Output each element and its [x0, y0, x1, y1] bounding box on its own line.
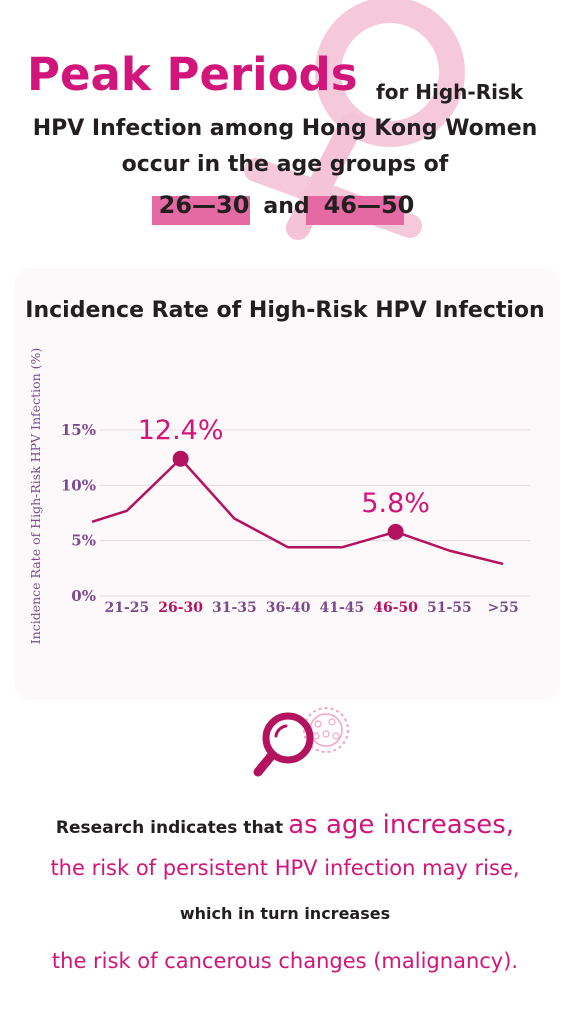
data-point — [172, 450, 189, 467]
headline: Peak Periods for High-Risk HPV Infection… — [0, 0, 570, 240]
age-range-1: 26—30 — [158, 191, 250, 219]
x-tick-label: 31-35 — [212, 600, 257, 616]
chart-title: Incidence Rate of High-Risk HPV Infectio… — [25, 298, 545, 323]
y-tick-label: 15% — [61, 421, 96, 439]
y-tick-label: 10% — [61, 476, 96, 494]
line-chart: 0% 5% 10% 15% Incidence Rate of High-Risk HP… — [28, 348, 530, 645]
y-tick-label: 0% — [71, 587, 96, 605]
data-label: 5.8% — [361, 488, 430, 519]
headline-big: Peak Periods — [27, 48, 358, 101]
data-label: 12.4% — [138, 415, 224, 446]
range2-highlight — [306, 196, 404, 225]
footer-line4: the risk of cancerous changes (malignanc… — [51, 949, 519, 973]
x-tick-label: 46-50 — [373, 600, 418, 616]
magnifier-illustration — [253, 707, 349, 777]
range1-highlight — [152, 196, 250, 225]
headline-small: for High-Risk — [376, 80, 524, 104]
headline-line4: 26—30 and 46—50 — [157, 191, 416, 219]
x-tick-label: >55 — [488, 600, 519, 616]
footer-line3: which in turn increases — [179, 904, 391, 923]
footer-line1-prefix: Research indicates that — [55, 818, 284, 838]
y-axis-label: Incidence Rate of High-Risk HPV Infectio… — [28, 348, 43, 645]
data-point — [387, 523, 404, 540]
connector-text: and — [263, 194, 310, 219]
headline-line2: HPV Infection among Hong Kong Women — [32, 116, 538, 141]
x-tick-label: 21-25 — [104, 600, 149, 616]
footer-line1-emphasis: as age increases, — [288, 810, 515, 840]
chart-card — [14, 268, 560, 700]
x-tick-label: 26-30 — [158, 600, 203, 616]
age-range-2: 46—50 — [323, 191, 415, 219]
x-tick-label: 36-40 — [266, 600, 311, 616]
footer-line1: Research indicates that as age increases… — [0, 810, 570, 840]
x-tick-label: 51-55 — [427, 600, 472, 616]
y-tick-label: 5% — [71, 532, 96, 550]
magnifier-icon — [253, 712, 314, 777]
footer-line2: the risk of persistent HPV infection may… — [50, 856, 520, 880]
series-line — [91, 457, 504, 566]
x-tick-label: 41-45 — [319, 600, 364, 616]
headline-line3: occur in the age groups of — [121, 152, 449, 177]
